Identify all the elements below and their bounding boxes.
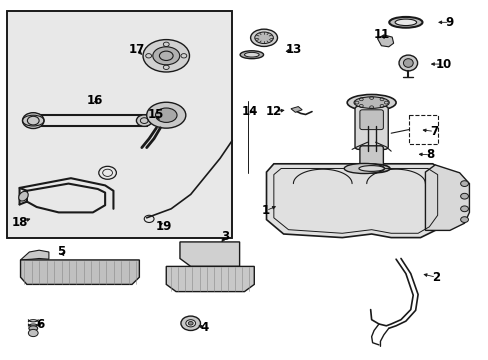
Circle shape: [185, 320, 195, 327]
Ellipse shape: [155, 108, 177, 122]
Ellipse shape: [240, 51, 263, 59]
Circle shape: [188, 321, 193, 325]
Polygon shape: [180, 242, 239, 266]
Ellipse shape: [398, 55, 417, 71]
Ellipse shape: [388, 17, 422, 28]
Ellipse shape: [403, 59, 412, 67]
Circle shape: [460, 206, 468, 212]
Circle shape: [181, 316, 200, 330]
Circle shape: [28, 329, 38, 337]
Bar: [7, 11, 232, 238]
Text: 18: 18: [11, 216, 28, 229]
Polygon shape: [290, 107, 302, 112]
Polygon shape: [266, 164, 444, 238]
Text: 19: 19: [155, 220, 172, 233]
Ellipse shape: [394, 19, 416, 26]
Bar: [408, 115, 437, 144]
Text: 16: 16: [87, 94, 103, 107]
Text: 1: 1: [262, 204, 269, 217]
Text: 14: 14: [241, 105, 257, 118]
Polygon shape: [425, 165, 468, 230]
Text: 7: 7: [429, 125, 437, 138]
Ellipse shape: [153, 47, 180, 65]
FancyBboxPatch shape: [359, 110, 383, 130]
Ellipse shape: [353, 97, 388, 108]
Text: 4: 4: [200, 321, 208, 334]
Text: 8: 8: [426, 148, 433, 161]
FancyBboxPatch shape: [359, 146, 383, 167]
Circle shape: [460, 181, 468, 186]
Text: 3: 3: [221, 230, 228, 243]
Ellipse shape: [358, 166, 384, 171]
Text: 15: 15: [147, 108, 163, 121]
Bar: [7, 11, 232, 238]
Ellipse shape: [254, 32, 273, 44]
Polygon shape: [166, 266, 254, 292]
Circle shape: [460, 193, 468, 199]
Ellipse shape: [344, 163, 384, 174]
Ellipse shape: [146, 102, 185, 128]
Text: 11: 11: [372, 28, 389, 41]
Circle shape: [22, 113, 44, 129]
Polygon shape: [20, 260, 139, 284]
Text: 17: 17: [128, 43, 145, 56]
Text: 5: 5: [57, 246, 65, 258]
Polygon shape: [20, 250, 49, 260]
Ellipse shape: [244, 53, 259, 57]
Circle shape: [136, 115, 152, 126]
Text: 12: 12: [265, 105, 282, 118]
Ellipse shape: [352, 164, 389, 173]
FancyBboxPatch shape: [354, 106, 387, 149]
Ellipse shape: [250, 29, 277, 46]
Text: 6: 6: [36, 318, 44, 330]
Ellipse shape: [19, 191, 28, 201]
Text: 10: 10: [434, 58, 451, 71]
Text: 2: 2: [431, 271, 439, 284]
Text: 13: 13: [285, 43, 301, 56]
Ellipse shape: [143, 40, 189, 72]
Ellipse shape: [29, 326, 38, 331]
Polygon shape: [377, 35, 393, 47]
Text: 9: 9: [445, 16, 453, 29]
Ellipse shape: [346, 94, 395, 111]
Circle shape: [460, 217, 468, 222]
